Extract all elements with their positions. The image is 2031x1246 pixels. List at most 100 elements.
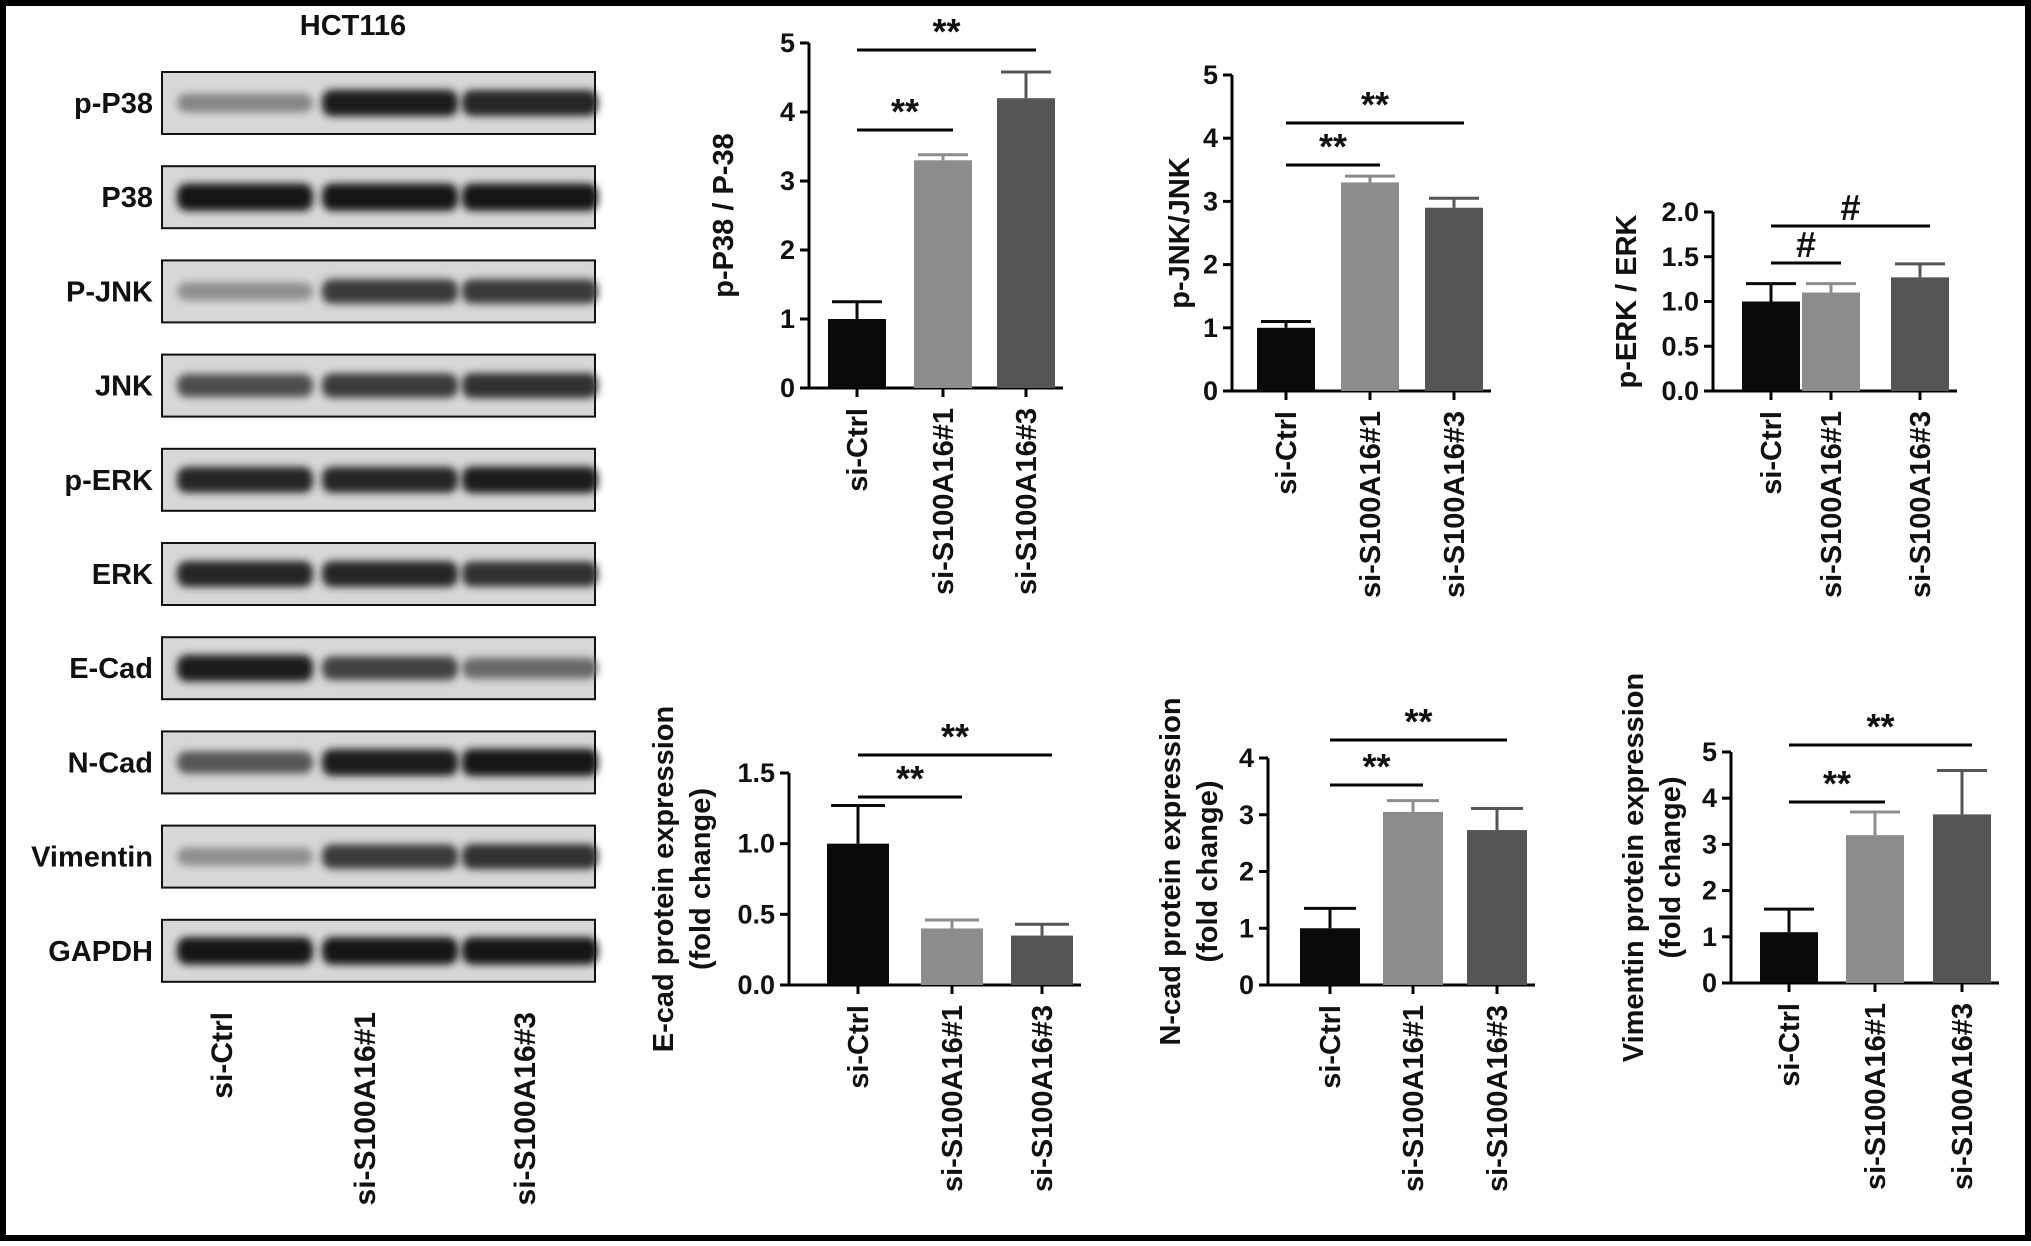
blot-band xyxy=(177,847,313,866)
blot-band xyxy=(322,89,458,117)
y-tick-label: 1 xyxy=(1702,922,1717,952)
bar xyxy=(1383,811,1443,985)
y-tick-label: 3 xyxy=(1203,186,1218,216)
blot-band xyxy=(322,749,458,776)
band-label: p-P38 xyxy=(74,88,153,120)
band-label: E-Cad xyxy=(69,653,153,685)
blot-band xyxy=(462,279,598,304)
category-label: si-Ctrl xyxy=(1756,411,1788,495)
blot-band xyxy=(177,374,313,398)
y-tick-label: 5 xyxy=(1702,737,1717,767)
bar-chart: 0 1 2 3 4 5 si-Ctrl si-S100A16#1 si-S100A16#3 Vim… xyxy=(1618,673,1999,1190)
band-label: GAPDH xyxy=(48,936,153,968)
category-label: si-Ctrl xyxy=(843,1005,875,1089)
significance-marker: ** xyxy=(891,91,919,132)
y-axis-label: N-cad protein expression (fold change) xyxy=(1155,697,1224,1045)
category-label: si-S100A16#1 xyxy=(928,408,960,595)
bar xyxy=(1760,932,1818,983)
blot-row: N-Cad xyxy=(68,730,598,795)
blot-band xyxy=(462,561,598,587)
y-tick-label: 4 xyxy=(1702,783,1717,813)
y-tick-label: 0 xyxy=(780,373,795,403)
y-tick-label: 0.0 xyxy=(737,970,775,1000)
y-tick-label: 1 xyxy=(780,304,795,334)
y-tick-label: 3 xyxy=(1239,800,1254,830)
blot-band xyxy=(462,183,598,211)
y-tick-label: 2 xyxy=(1239,857,1254,887)
lane-label: si-S100A16#3 xyxy=(509,1012,542,1205)
blot-band xyxy=(322,561,458,587)
blot-band xyxy=(462,844,598,870)
y-tick-label: 5 xyxy=(1203,60,1218,90)
blot-row: p-ERK xyxy=(64,447,598,512)
y-tick-label: 3 xyxy=(780,166,795,196)
blot-row: ERK xyxy=(92,542,598,606)
category-label: si-S100A16#1 xyxy=(1355,411,1387,598)
bar-charts: 0 1 2 3 4 5 si-Ctrl si-S100A16#1 si-S100A16#3 p-P… xyxy=(648,11,1999,1192)
y-tick-label: 2 xyxy=(1702,876,1717,906)
y-tick-label: 0 xyxy=(1702,968,1717,998)
bar xyxy=(1011,935,1073,985)
blot-band xyxy=(462,466,598,494)
blot-band xyxy=(322,279,458,304)
significance-marker: ** xyxy=(1404,701,1432,742)
y-tick-label: 0 xyxy=(1203,376,1218,406)
blot-band xyxy=(322,373,458,398)
band-label: P-JNK xyxy=(66,276,153,308)
category-label: si-S100A16#1 xyxy=(1860,1003,1892,1190)
significance-marker: ** xyxy=(932,11,960,52)
bar-chart: 0 1 2 3 4 5 si-Ctrl si-S100A16#1 si-S100A16#3 p-J… xyxy=(1164,60,1491,598)
category-label: si-Ctrl xyxy=(1774,1003,1806,1087)
significance-marker: ** xyxy=(1866,706,1894,747)
y-axis-label: p-ERK / ERK xyxy=(1611,214,1643,388)
blot-row: GAPDH xyxy=(48,918,598,983)
band-label: JNK xyxy=(95,371,153,403)
significance-marker: # xyxy=(1840,187,1860,228)
category-label: si-Ctrl xyxy=(842,408,874,492)
blot-band xyxy=(462,90,598,116)
y-tick-label: 4 xyxy=(1203,123,1218,153)
category-label: si-S100A16#3 xyxy=(1947,1003,1979,1190)
y-tick-label: 1.0 xyxy=(1661,287,1699,317)
band-label: p-ERK xyxy=(64,465,153,497)
blot-band xyxy=(177,561,313,587)
bar-chart: 0.0 0.5 1.0 1.5 2.0 si-Ctrl si-S100A16#1 si-S10… xyxy=(1611,187,1957,598)
category-label: si-S100A16#3 xyxy=(1439,411,1471,598)
category-label: si-S100A16#3 xyxy=(1905,411,1937,598)
bar xyxy=(921,928,983,985)
bar xyxy=(1846,835,1904,983)
category-label: si-Ctrl xyxy=(1271,411,1303,495)
bar-chart: 0.0 0.5 1.0 1.5 si-Ctrl si-S100A16#1 si-S100A1… xyxy=(648,706,1081,1192)
y-tick-label: 0.5 xyxy=(1661,331,1699,361)
category-label: si-S100A16#1 xyxy=(1398,1005,1430,1192)
significance-marker: # xyxy=(1796,224,1816,265)
category-label: si-Ctrl xyxy=(1315,1005,1347,1089)
y-axis-label: p-P38 / P-38 xyxy=(708,133,740,297)
blot-band xyxy=(177,183,313,211)
bar xyxy=(828,319,886,388)
category-label: si-S100A16#1 xyxy=(937,1005,969,1192)
band-label: Vimentin xyxy=(31,842,153,874)
bar xyxy=(1933,814,1991,983)
blot-band xyxy=(177,937,313,965)
category-label: si-S100A16#3 xyxy=(1027,1005,1059,1192)
significance-marker: ** xyxy=(896,758,924,799)
y-axis-label: Vimentin protein expression (fold change) xyxy=(1618,673,1687,1062)
y-tick-label: 1.5 xyxy=(737,758,775,788)
blot-band xyxy=(322,183,458,211)
y-tick-label: 2 xyxy=(780,235,795,265)
y-axis-label: p-JNK/JNK xyxy=(1164,157,1196,309)
blot-band xyxy=(177,751,313,774)
blot-band xyxy=(462,748,598,777)
band-label: N-Cad xyxy=(68,747,153,779)
significance-marker: ** xyxy=(1362,746,1390,787)
bar xyxy=(1341,182,1399,391)
blot-row: Vimentin xyxy=(31,824,598,889)
category-label: si-S100A16#3 xyxy=(1011,408,1043,595)
bar xyxy=(1425,207,1483,391)
category-label: si-S100A16#1 xyxy=(1816,411,1848,598)
y-tick-label: 5 xyxy=(780,28,795,58)
western-blot: HCT116 p-P38 P38 P-JNK JNK p-ERK ERK E-Cad N-Cad… xyxy=(31,10,598,1205)
